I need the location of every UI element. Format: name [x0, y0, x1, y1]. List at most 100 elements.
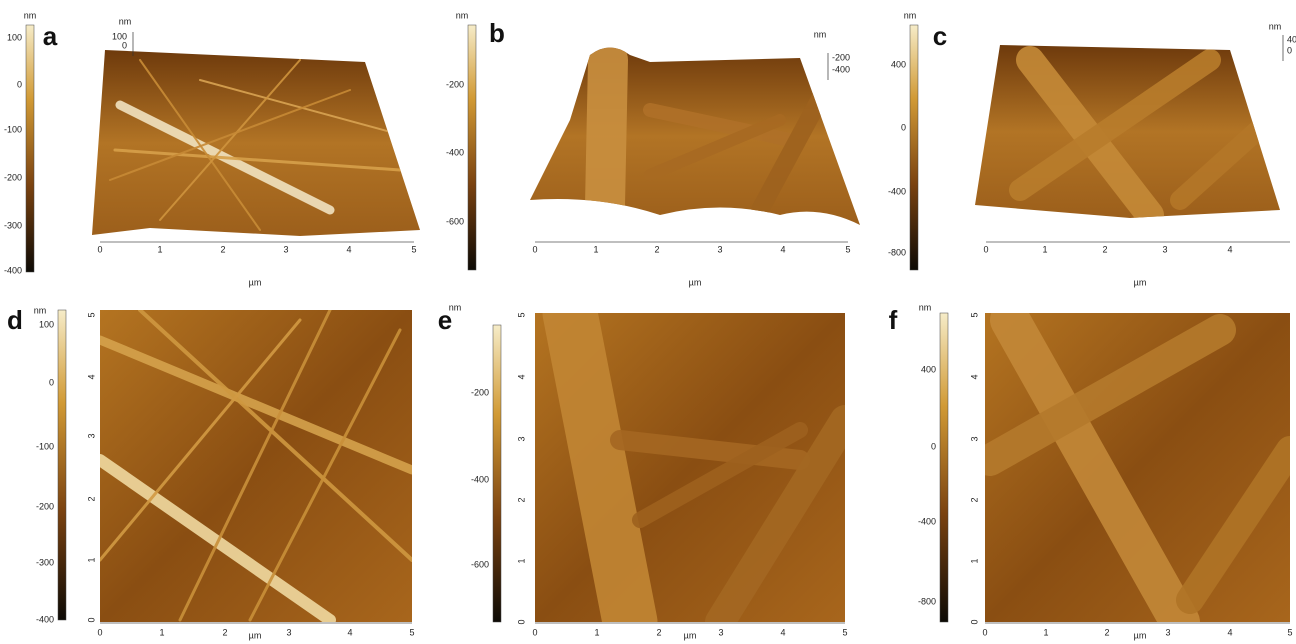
colorbar-unit: nm: [904, 10, 917, 20]
colorbar-tick: -400: [4, 265, 22, 275]
x-axis-unit: µm: [1134, 630, 1147, 640]
y-tick-label: 3: [516, 436, 526, 441]
figure: nm1000-100-200-300-400a012345µmnm1000nm-…: [0, 0, 1296, 644]
colorbar-tick: -300: [36, 557, 54, 567]
colorbar-tick: -200: [36, 501, 54, 511]
panel-label: e: [438, 305, 452, 335]
y-tick-label: 0: [969, 619, 979, 624]
y-tick-label: 4: [86, 374, 96, 379]
colorbar-tick: 100: [39, 319, 54, 329]
x-tick-label: 3: [718, 627, 723, 637]
x-tick-label: 3: [283, 244, 288, 254]
colorbar-tick: -100: [36, 441, 54, 451]
y-tick-label: 4: [969, 374, 979, 379]
colorbar-tick: -300: [4, 220, 22, 230]
x-tick-label: 5: [845, 244, 850, 254]
colorbar: [468, 25, 476, 270]
x-tick-label: 3: [286, 627, 291, 637]
x-tick-label: 1: [159, 627, 164, 637]
colorbar-tick: -400: [36, 614, 54, 624]
x-axis-unit: µm: [1134, 277, 1147, 287]
colorbar-unit: nm: [24, 10, 37, 20]
colorbar-tick: 0: [49, 377, 54, 387]
x-tick-label: 3: [717, 244, 722, 254]
x-tick-label: 4: [346, 244, 351, 254]
colorbar-tick: 0: [901, 122, 906, 132]
panel-label: c: [933, 21, 947, 51]
z-scale-unit: nm: [119, 16, 132, 26]
colorbar-tick: -400: [918, 516, 936, 526]
x-tick-label: 3: [1162, 244, 1167, 254]
y-tick-label: 2: [516, 497, 526, 502]
colorbar-tick: 400: [891, 59, 906, 69]
colorbar-tick: -200: [4, 172, 22, 182]
panel-label: d: [7, 305, 23, 335]
x-tick-label: 5: [411, 244, 416, 254]
colorbar-tick: -100: [4, 124, 22, 134]
z-scale-tick: 0: [1287, 45, 1292, 55]
z-scale-tick: 400: [1287, 34, 1296, 44]
x-tick-label: 0: [983, 244, 988, 254]
colorbar-tick: -400: [446, 147, 464, 157]
colorbar-tick: 400: [921, 364, 936, 374]
y-tick-label: 4: [516, 374, 526, 379]
y-tick-label: 3: [86, 433, 96, 438]
x-tick-label: 2: [1104, 627, 1109, 637]
x-tick-label: 2: [1102, 244, 1107, 254]
afm-surface: [530, 48, 860, 226]
y-tick-label: 0: [86, 617, 96, 622]
x-tick-label: 0: [532, 627, 537, 637]
y-tick-label: 0: [516, 619, 526, 624]
x-tick-label: 4: [780, 244, 785, 254]
x-tick-label: 5: [842, 627, 847, 637]
colorbar-unit: nm: [34, 305, 47, 315]
x-axis-unit: µm: [249, 630, 262, 640]
colorbar-tick: -400: [888, 186, 906, 196]
panel-label: a: [43, 21, 58, 51]
colorbar-unit: nm: [456, 10, 469, 20]
x-tick-label: 2: [656, 627, 661, 637]
colorbar-tick: -600: [446, 216, 464, 226]
panel-label: b: [489, 18, 505, 48]
x-tick-label: 4: [1227, 627, 1232, 637]
x-axis-unit: µm: [689, 277, 702, 287]
x-tick-label: 0: [97, 627, 102, 637]
x-tick-label: 1: [594, 627, 599, 637]
y-tick-label: 5: [969, 312, 979, 317]
x-tick-label: 5: [409, 627, 414, 637]
x-tick-label: 1: [157, 244, 162, 254]
y-tick-label: 5: [86, 312, 96, 317]
z-scale-tick: -400: [832, 64, 850, 74]
x-tick-label: 2: [654, 244, 659, 254]
colorbar: [910, 25, 918, 270]
y-tick-label: 3: [969, 436, 979, 441]
x-tick-label: 0: [97, 244, 102, 254]
x-tick-label: 2: [220, 244, 225, 254]
x-axis-unit: µm: [249, 277, 262, 287]
x-tick-label: 5: [1287, 627, 1292, 637]
colorbar: [493, 325, 501, 622]
colorbar-tick: 100: [7, 32, 22, 42]
colorbar-tick: -400: [471, 474, 489, 484]
colorbar-tick: 0: [17, 79, 22, 89]
colorbar-tick: -800: [888, 247, 906, 257]
y-tick-label: 2: [969, 497, 979, 502]
x-tick-label: 4: [347, 627, 352, 637]
colorbar: [940, 313, 948, 622]
z-scale-unit: nm: [1269, 21, 1282, 31]
y-tick-label: 1: [516, 558, 526, 563]
colorbar-tick: -600: [471, 559, 489, 569]
z-scale-unit: nm: [814, 29, 827, 39]
fiber: [605, 60, 608, 205]
y-tick-label: 5: [516, 312, 526, 317]
colorbar: [26, 25, 34, 272]
x-axis-unit: µm: [684, 630, 697, 640]
colorbar-tick: -800: [918, 596, 936, 606]
x-tick-label: 2: [222, 627, 227, 637]
colorbar-unit: nm: [919, 302, 932, 312]
colorbar: [58, 310, 66, 620]
y-tick-label: 1: [969, 558, 979, 563]
afm-surface: [92, 50, 420, 236]
panel-label: f: [889, 305, 898, 335]
x-tick-label: 1: [1042, 244, 1047, 254]
